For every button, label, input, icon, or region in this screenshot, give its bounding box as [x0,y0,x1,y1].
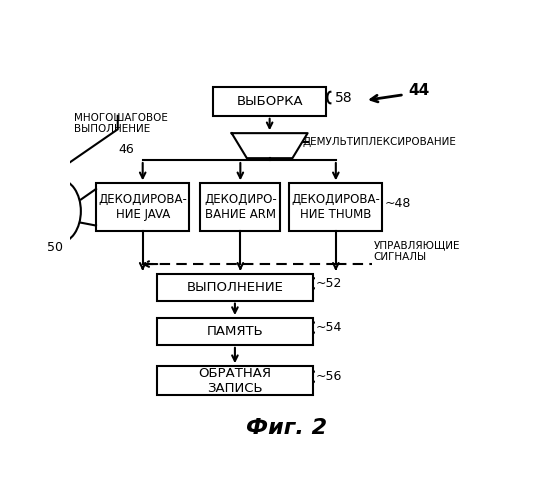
Text: 50: 50 [47,241,63,254]
Text: ДЕМУЛЬТИПЛЕКСИРОВАНИЕ: ДЕМУЛЬТИПЛЕКСИРОВАНИЕ [302,137,456,147]
Text: 46: 46 [118,143,134,156]
Text: ДЕКОДИРОВА-
НИЕ JAVA: ДЕКОДИРОВА- НИЕ JAVA [98,194,187,222]
Bar [200,183,281,232]
Text: МНОГОШАГОВОЕ
ВЫПОЛНЕНИЕ: МНОГОШАГОВОЕ ВЫПОЛНЕНИЕ [74,112,168,134]
Text: ПАМЯТЬ: ПАМЯТЬ [207,325,263,338]
Text: УПРАВЛЯЮЩИЕ
СИГНАЛЫ: УПРАВЛЯЮЩИЕ СИГНАЛЫ [374,240,460,262]
Text: ~48: ~48 [385,197,411,210]
Bar [96,183,189,232]
Polygon shape [232,133,307,158]
Text: ВЫПОЛНЕНИЕ: ВЫПОЛНЕНИЕ [186,280,283,293]
Bar [157,318,313,345]
Bar [157,366,313,395]
Ellipse shape [38,180,81,243]
Text: ДЕКОДИРОВА-
НИЕ THUMB: ДЕКОДИРОВА- НИЕ THUMB [291,194,380,222]
Text: ВЫБОРКА: ВЫБОРКА [236,95,303,108]
Bar [157,274,313,300]
Text: ~52: ~52 [315,277,342,290]
Bar [213,87,326,116]
Text: Фиг. 2: Фиг. 2 [246,418,328,438]
Bar [289,183,382,232]
Text: ОБРАТНАЯ
ЗАПИСЬ: ОБРАТНАЯ ЗАПИСЬ [198,366,272,394]
Text: ДЕКОДИРО-
ВАНИЕ ARM: ДЕКОДИРО- ВАНИЕ ARM [204,194,277,222]
Text: 44: 44 [409,84,430,98]
Text: ~56: ~56 [315,370,342,383]
Text: 58: 58 [335,90,352,104]
Text: ~54: ~54 [315,321,342,334]
